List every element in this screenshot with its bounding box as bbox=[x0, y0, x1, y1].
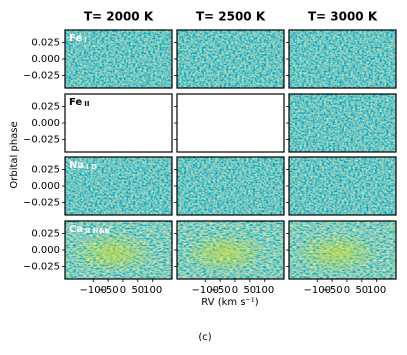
x-tick-label: 50 bbox=[243, 285, 256, 296]
ion: I bbox=[84, 36, 87, 44]
species: Fe bbox=[69, 97, 82, 108]
heatmap bbox=[289, 157, 396, 215]
heatmap bbox=[65, 157, 172, 215]
ion: II bbox=[84, 100, 89, 108]
x-tick-label: −50 bbox=[210, 285, 231, 296]
ion: II H&K bbox=[85, 227, 111, 235]
y-tick-label: −0.025 bbox=[23, 134, 60, 145]
species: Na bbox=[69, 160, 84, 171]
x-tick-label: −50 bbox=[98, 285, 119, 296]
caption: (c) bbox=[198, 332, 211, 343]
y-tick-label: 0.000 bbox=[31, 245, 60, 256]
ion: I D bbox=[86, 163, 97, 171]
column-title: T= 2000 K bbox=[84, 10, 154, 24]
heatmap-glow bbox=[182, 232, 268, 274]
y-tick-label: −0.025 bbox=[23, 70, 60, 81]
x-tick-label: 0 bbox=[120, 285, 126, 296]
x-tick-label: −100 bbox=[192, 285, 219, 296]
heatmap-glow bbox=[294, 232, 380, 274]
species-label: Fe I bbox=[69, 33, 87, 44]
x-tick-label: 50 bbox=[131, 285, 144, 296]
y-tick-label: 0.025 bbox=[31, 102, 60, 113]
species: Ca bbox=[69, 224, 83, 235]
empty-panel bbox=[177, 94, 284, 152]
heatmap bbox=[65, 30, 172, 88]
species-label: Fe II bbox=[69, 97, 89, 108]
heatmap bbox=[177, 157, 284, 215]
x-tick-label: 100 bbox=[143, 285, 162, 296]
y-tick-label: −0.025 bbox=[23, 197, 60, 208]
x-tick-label: −100 bbox=[304, 285, 331, 296]
species-label: Ca II H&K bbox=[69, 224, 111, 235]
x-tick-label: 0 bbox=[232, 285, 238, 296]
column-title: T= 2500 K bbox=[196, 10, 266, 24]
y-tick-label: 0.025 bbox=[31, 38, 60, 49]
empty-panel bbox=[65, 94, 172, 152]
y-tick-label: −0.025 bbox=[23, 261, 60, 272]
y-tick-label: 0.000 bbox=[31, 54, 60, 65]
x-tick-label: 0 bbox=[344, 285, 350, 296]
y-tick-label: 0.025 bbox=[31, 165, 60, 176]
y-tick-label: 0.000 bbox=[31, 181, 60, 192]
x-tick-label: 50 bbox=[355, 285, 368, 296]
y-axis-label: Orbital phase bbox=[9, 121, 20, 188]
species-label: Na I D bbox=[69, 160, 97, 171]
x-tick-label: 100 bbox=[367, 285, 386, 296]
column-title: T= 3000 K bbox=[308, 10, 378, 24]
x-axis-label: RV (km s⁻¹) bbox=[201, 297, 259, 308]
y-tick-label: 0.025 bbox=[31, 229, 60, 240]
species: Fe bbox=[69, 33, 82, 44]
x-tick-label: −100 bbox=[80, 285, 107, 296]
heatmap bbox=[177, 30, 284, 88]
x-tick-label: 100 bbox=[255, 285, 274, 296]
heatmap bbox=[289, 94, 396, 152]
x-tick-label: −50 bbox=[322, 285, 343, 296]
heatmap-glow bbox=[70, 232, 156, 274]
heatmap bbox=[289, 30, 396, 88]
panels: T= 2000 K T= 2500 K T= 3000 K 0.025 0.000 −0.… bbox=[23, 10, 397, 296]
y-tick-label: 0.000 bbox=[31, 118, 60, 129]
